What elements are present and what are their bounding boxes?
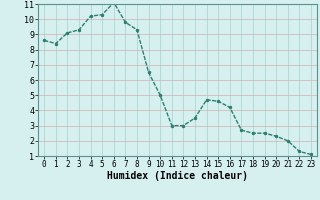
X-axis label: Humidex (Indice chaleur): Humidex (Indice chaleur) bbox=[107, 171, 248, 181]
